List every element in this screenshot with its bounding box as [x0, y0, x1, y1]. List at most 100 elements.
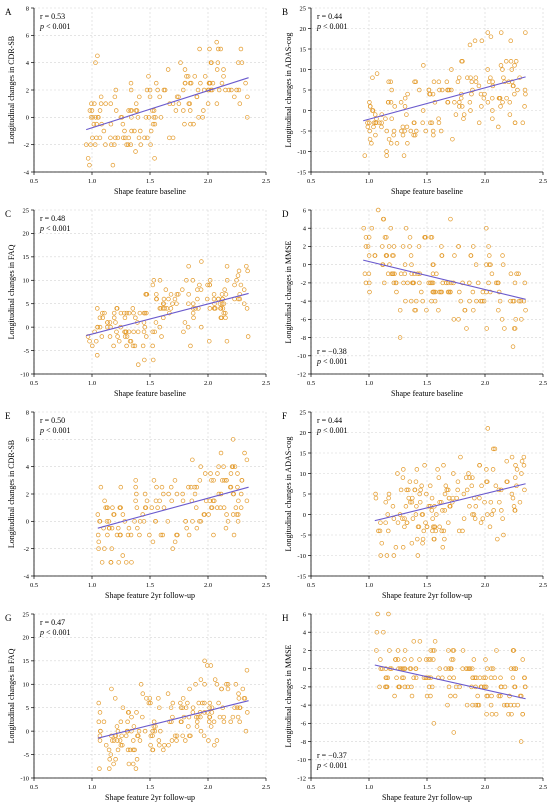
data-point: [403, 225, 409, 231]
data-point: [157, 705, 162, 710]
data-point: [184, 74, 189, 79]
data-point: [481, 675, 487, 681]
data-point: [447, 675, 452, 681]
data-point: [163, 287, 169, 292]
data-point: [116, 338, 122, 344]
data-point: [118, 505, 123, 510]
data-point: [485, 693, 491, 699]
data-point: [448, 216, 453, 222]
data-point: [390, 253, 395, 258]
data-point: [485, 512, 490, 517]
data-point: [384, 153, 389, 158]
data-point: [151, 478, 157, 483]
data-point: [475, 693, 480, 699]
p-symbol: p: [39, 22, 44, 31]
data-point: [128, 532, 134, 538]
y-tick-label: -6: [301, 721, 307, 728]
data-point: [182, 320, 188, 325]
y-tick-label: 8: [26, 409, 29, 416]
data-point: [512, 508, 517, 513]
x-tick-label: 0.5: [307, 582, 315, 589]
data-point: [202, 700, 207, 706]
data-point: [492, 446, 498, 452]
data-point: [126, 310, 132, 316]
data-point: [419, 483, 424, 489]
data-point: [515, 87, 520, 93]
data-point: [103, 142, 108, 147]
y-tick-label: 0: [26, 728, 29, 735]
x-tick-label: 1.0: [365, 178, 373, 185]
scatter-panel-a: -4 -2 0 2 4 6 8 0.5 1.0 1.5 2.0 2.5 Shape feature ba…: [5, 5, 270, 196]
data-point: [384, 128, 390, 134]
data-point: [389, 87, 394, 93]
data-point: [434, 271, 439, 277]
data-point: [430, 516, 435, 521]
data-point: [167, 135, 172, 141]
y-tick-label: -10: [20, 371, 29, 378]
data-point: [372, 253, 378, 258]
data-point: [217, 714, 223, 720]
data-point: [411, 120, 417, 126]
p-value: p < 0.001: [316, 761, 348, 770]
data-point: [523, 91, 528, 97]
y-tick-label: -5: [301, 532, 306, 539]
data-point: [476, 83, 482, 89]
data-point: [150, 121, 156, 127]
data-point: [367, 136, 373, 142]
data-point: [133, 484, 138, 490]
data-point: [496, 124, 501, 130]
data-point: [457, 289, 462, 295]
data-point: [417, 657, 422, 662]
data-point: [460, 648, 466, 653]
data-point: [363, 280, 369, 286]
data-point: [478, 520, 484, 525]
data-point: [231, 491, 236, 497]
data-point: [98, 101, 104, 106]
data-point: [211, 719, 217, 725]
data-point: [228, 719, 233, 725]
data-point: [147, 94, 153, 100]
data-point: [478, 298, 483, 304]
data-point: [465, 666, 470, 671]
data-point: [460, 528, 465, 534]
data-point: [437, 666, 442, 671]
data-point: [125, 747, 131, 753]
data-point: [516, 271, 521, 277]
data-point: [229, 464, 235, 469]
data-point: [118, 742, 124, 748]
data-point: [361, 225, 366, 231]
data-point: [413, 298, 419, 304]
x-axis-label: Shape feature 2yr follow-up: [382, 793, 472, 802]
x-tick-label: 1.5: [146, 784, 154, 791]
data-point: [416, 524, 422, 530]
data-point: [440, 87, 445, 93]
data-point: [402, 524, 407, 530]
data-point: [193, 306, 198, 311]
data-point: [474, 298, 479, 304]
data-point: [97, 710, 103, 715]
data-point: [245, 710, 250, 715]
data-point: [404, 124, 410, 130]
data-point: [386, 136, 392, 142]
data-point: [477, 495, 482, 501]
p-value-text: < 0.001: [46, 426, 71, 435]
data-point: [420, 298, 425, 304]
data-point: [186, 724, 191, 729]
data-point: [186, 484, 191, 490]
data-point: [111, 738, 117, 743]
data-point: [412, 79, 417, 85]
data-point: [183, 80, 188, 86]
data-point: [512, 280, 518, 286]
data-point: [431, 721, 437, 726]
data-point: [455, 479, 461, 484]
y-tick-label: 20: [23, 635, 30, 642]
data-point: [221, 719, 227, 725]
p-value-text: < 0.001: [46, 628, 71, 637]
data-point: [382, 235, 388, 240]
data-point: [118, 484, 124, 490]
data-point: [505, 702, 510, 708]
data-point: [103, 742, 109, 748]
data-point: [115, 334, 120, 339]
y-tick-label: 2: [26, 87, 29, 94]
data-point: [180, 87, 186, 93]
